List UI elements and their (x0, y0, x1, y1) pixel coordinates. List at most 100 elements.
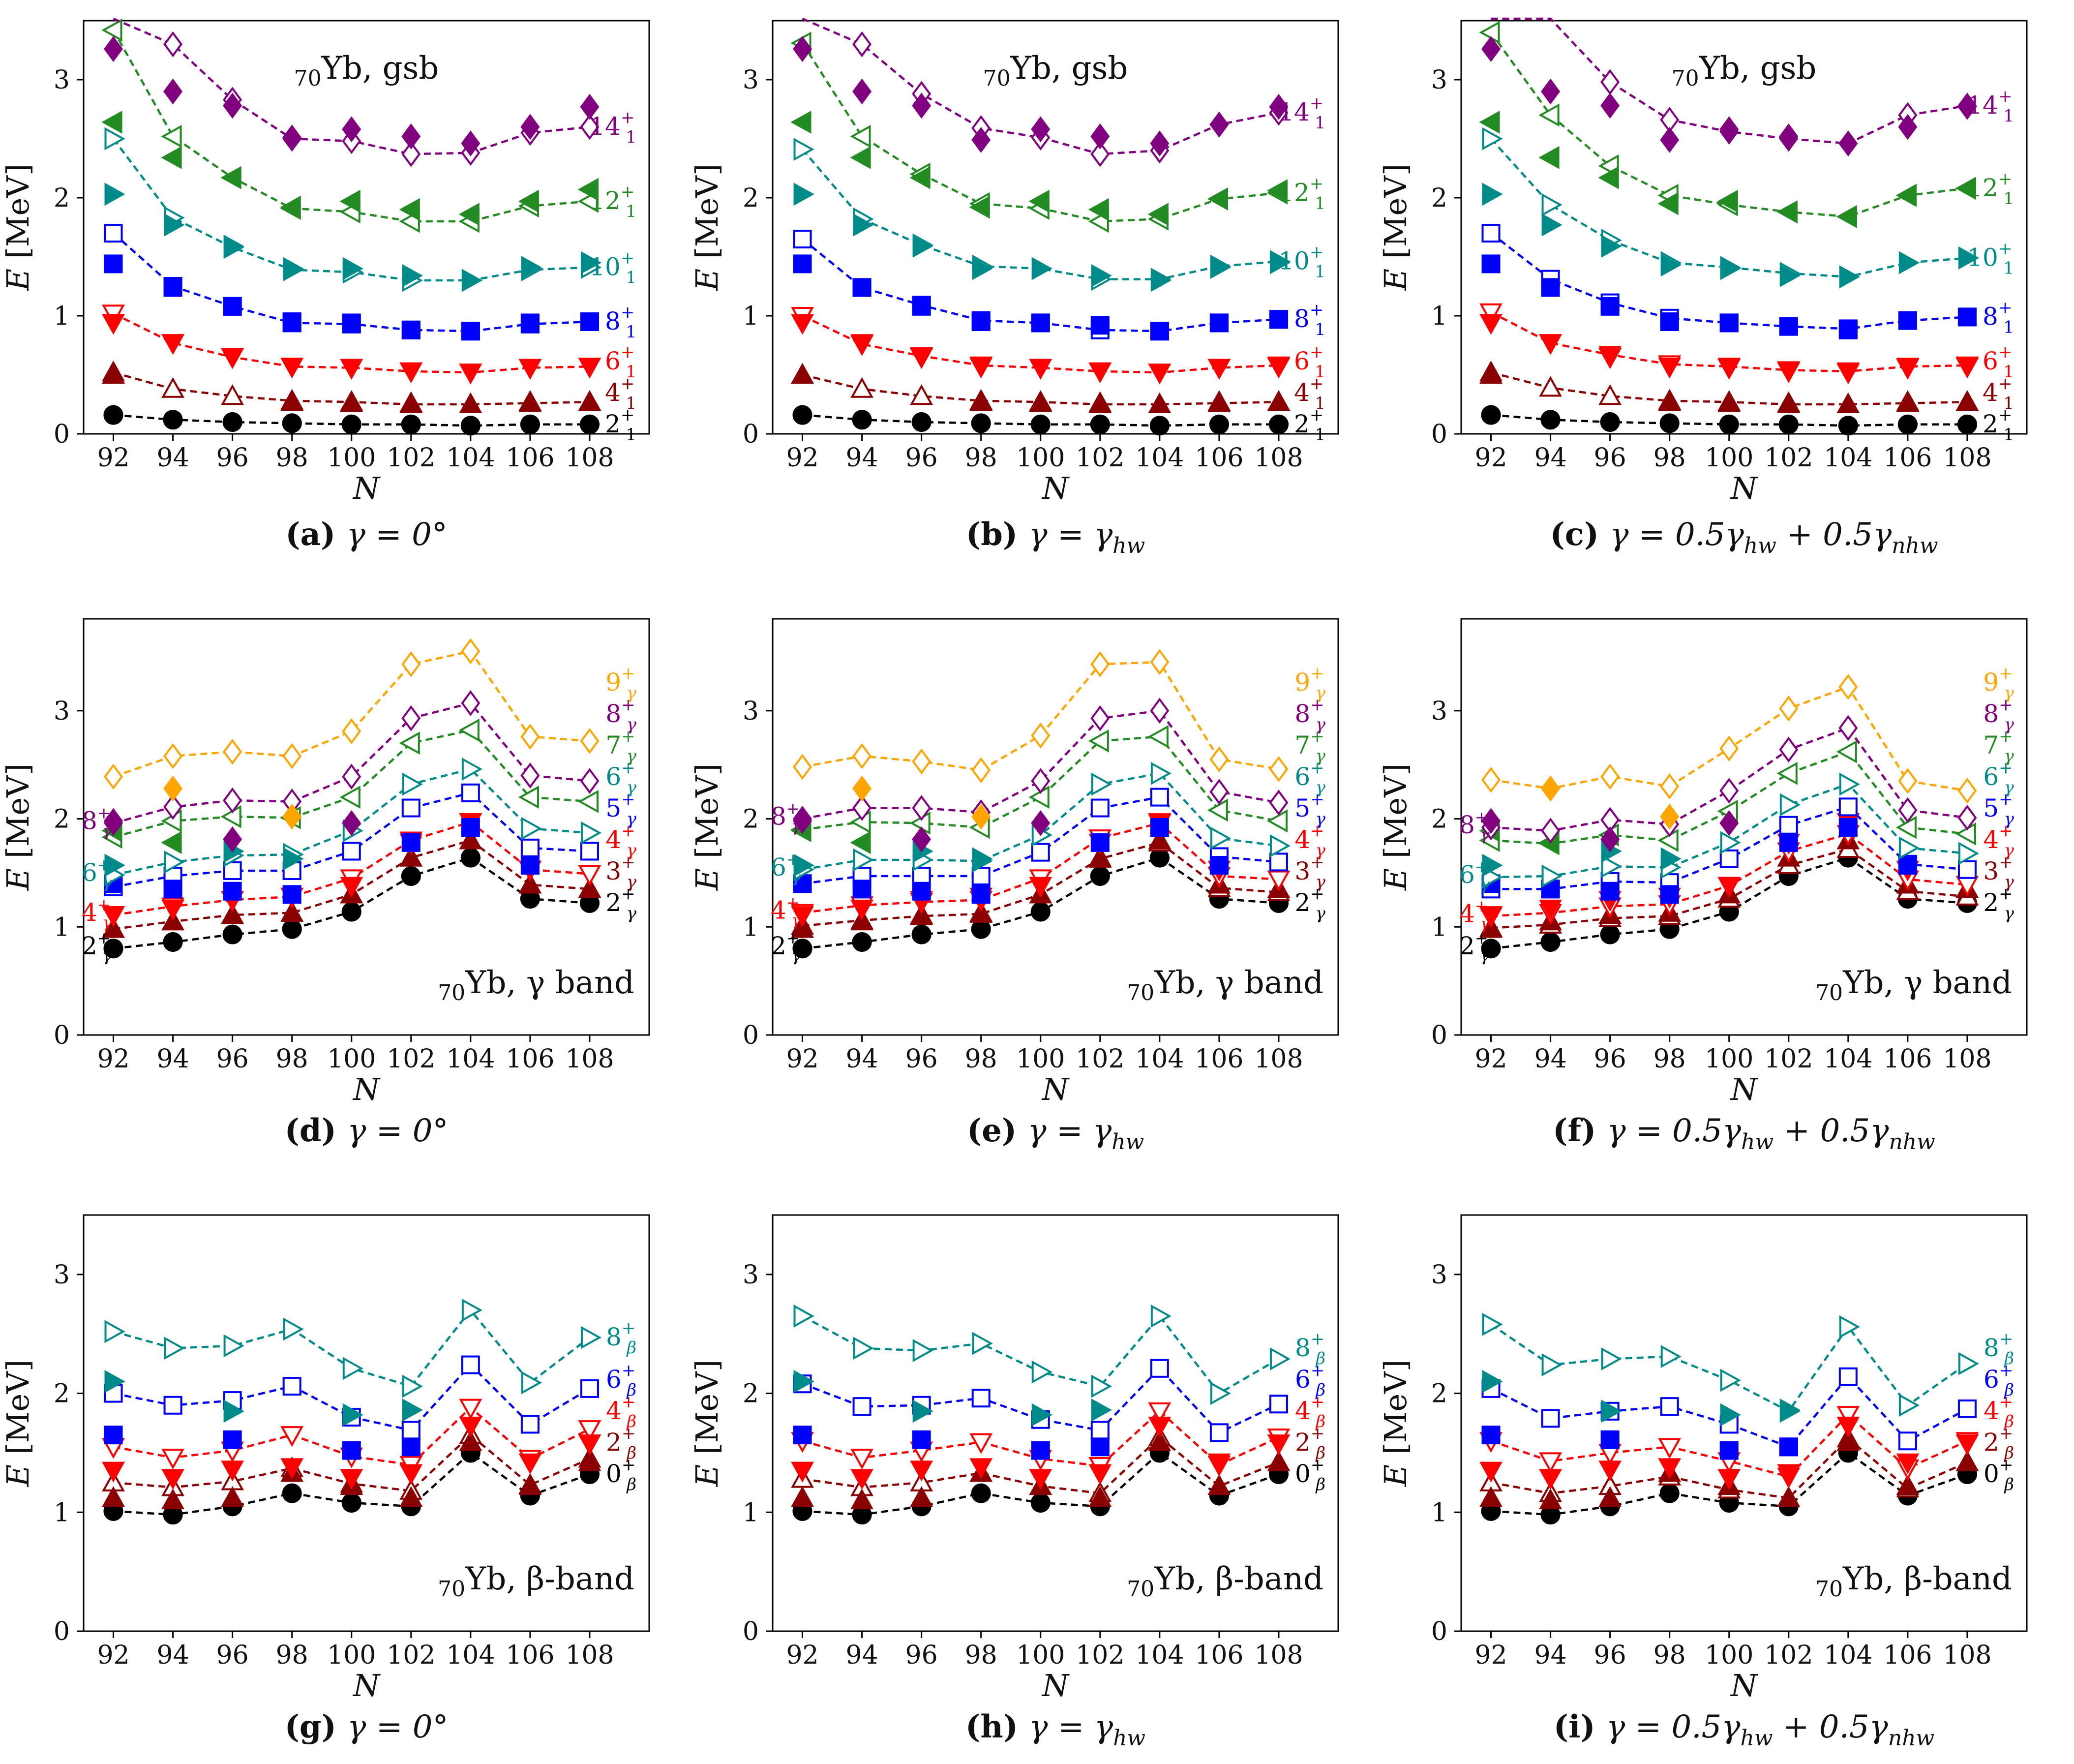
experiment-point (1147, 203, 1169, 226)
experiment-point (1090, 414, 1110, 434)
theory-point (1479, 303, 1503, 324)
theory-point (1839, 772, 1860, 796)
y-axis-label: E [MeV] (1378, 763, 1413, 891)
level-parity: + (1310, 300, 1324, 320)
series-14-1 (104, 17, 600, 167)
left-level-label: 2+ γ (771, 929, 802, 965)
plot-frame (772, 1214, 1339, 1632)
series-8-β (1482, 1312, 1980, 1427)
nucleus-symbol: Yb (465, 1561, 506, 1597)
level-subscript: γ (1316, 746, 1326, 766)
level-subscript: β (2003, 1443, 2014, 1463)
experiment-point (1088, 362, 1112, 383)
level-subscript: 1 (1315, 113, 1325, 133)
y-tick-label: 1 (743, 1498, 759, 1527)
level-parity: + (1310, 243, 1324, 262)
level-value: 4 (605, 378, 621, 407)
level-value: 12 (1278, 178, 1310, 207)
x-tick-label: 100 (1705, 1641, 1753, 1670)
theory-point (912, 795, 932, 821)
level-value: 8 (606, 1323, 622, 1351)
x-axis-label: N (1730, 1071, 1759, 1107)
level-parity: + (1310, 695, 1324, 715)
level-label: 4+ γ (1294, 821, 1325, 860)
experiment-point (1658, 358, 1682, 379)
experiment-point (1719, 313, 1739, 333)
series-2-1 (792, 405, 1289, 436)
theory-point (1269, 1347, 1291, 1370)
experiment-point (461, 818, 480, 837)
experiment-point (458, 203, 480, 226)
experiment-point (578, 1434, 601, 1456)
plot-frame (772, 618, 1339, 1036)
x-tick-label: 108 (1254, 1044, 1303, 1074)
x-tick-label: 98 (965, 1641, 997, 1670)
nucleus-annotation: 70Yb, β-band (1127, 1561, 1323, 1602)
nucleus-annotation: 70Yb, gsb (983, 50, 1128, 91)
level-subscript: β (2003, 1412, 2014, 1431)
experiment-point (910, 1486, 933, 1507)
level-value: 4 (1983, 378, 1998, 407)
series-2-γ (792, 848, 1289, 959)
theory-point (1541, 864, 1563, 888)
experiment-point (1031, 116, 1051, 143)
experiment-point (1895, 183, 1917, 207)
theory-point (104, 127, 125, 151)
experiment-point (850, 1488, 873, 1510)
series-10-1 (793, 138, 1291, 292)
x-tick-label: 98 (276, 1641, 308, 1670)
level-label: 0+ β (1295, 1455, 1325, 1494)
theory-point (1091, 1374, 1112, 1398)
level-subscript: γ (1316, 778, 1326, 797)
y-axis-label-unit: [MeV] (689, 164, 725, 269)
experiment-point (102, 1461, 125, 1483)
level-parity: + (622, 1392, 636, 1412)
level-subscript: 1 (626, 362, 636, 382)
experiment-point (850, 146, 871, 169)
experiment-point (1479, 363, 1503, 384)
experiment-point (580, 93, 600, 120)
experiment-point (1779, 833, 1798, 852)
level-label: 7+ γ (605, 727, 636, 766)
experiment-point (1539, 899, 1562, 921)
experiment-point (1955, 1434, 1979, 1456)
experiment-point (1148, 828, 1172, 850)
experiment-point (1660, 253, 1682, 277)
x-tick-label: 92 (786, 1044, 818, 1074)
level-subscript: γ (2004, 683, 2014, 703)
level-value: 9 (1294, 668, 1310, 697)
y-tick-label: 1 (54, 1498, 70, 1527)
x-tick-label: 108 (565, 443, 614, 473)
level-value: 6 (1984, 1365, 1999, 1394)
experiment-point (340, 391, 363, 412)
y-axis-label-unit: [MeV] (0, 1360, 36, 1464)
experiment-point (1540, 410, 1561, 430)
theory-point (912, 1339, 933, 1362)
level-value: 6 (606, 1365, 622, 1394)
theory-point (1031, 722, 1051, 749)
level-label: 7+ γ (1983, 727, 2014, 766)
experiment-point (971, 312, 991, 331)
experiment-point (792, 405, 812, 425)
plot-frame (83, 20, 650, 435)
level-label: 6+ γ (605, 758, 636, 797)
experiment-point (1030, 902, 1051, 922)
experiment-point (518, 359, 542, 380)
experiment-point (401, 866, 421, 886)
experiment-point (220, 166, 241, 189)
x-tick-label: 96 (1594, 1641, 1626, 1670)
level-value: 8 (605, 307, 621, 335)
y-axis-label: E [MeV] (689, 164, 725, 291)
experiment-point (102, 314, 125, 335)
experiment-point (791, 1461, 814, 1483)
experiment-point (282, 803, 302, 830)
theory-point (969, 1433, 993, 1454)
y-axis-label: E [MeV] (0, 763, 36, 891)
level-parity: + (1999, 884, 2013, 904)
theory-point (282, 1377, 301, 1396)
theory-point (164, 1337, 185, 1360)
nucleus-subscript: 70 (1672, 66, 1699, 91)
experiment-point (1148, 392, 1172, 413)
theory-point (1660, 1397, 1679, 1416)
